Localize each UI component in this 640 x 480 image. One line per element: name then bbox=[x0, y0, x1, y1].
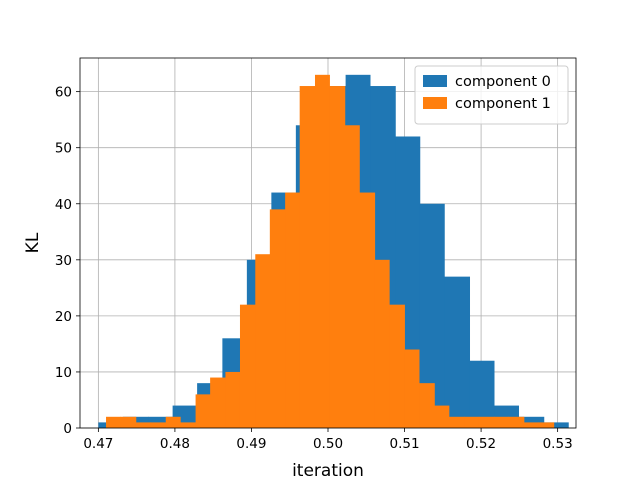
legend-swatch bbox=[423, 97, 447, 109]
histogram-bar bbox=[269, 209, 286, 428]
histogram-bar bbox=[444, 276, 471, 428]
x-tick-label: 0.48 bbox=[160, 436, 190, 452]
histogram-bar bbox=[434, 405, 450, 428]
histogram-bar bbox=[543, 422, 569, 428]
x-tick-label: 0.49 bbox=[236, 436, 266, 452]
histogram-bars bbox=[98, 74, 569, 429]
histogram-bar bbox=[344, 125, 360, 428]
histogram-bar bbox=[135, 422, 151, 428]
legend-box bbox=[414, 65, 569, 125]
histogram-bar bbox=[165, 416, 181, 428]
histogram-bar bbox=[225, 371, 241, 428]
x-tick-label: 0.47 bbox=[83, 436, 113, 452]
y-tick-label: 10 bbox=[55, 365, 72, 381]
y-tick-label: 20 bbox=[55, 309, 72, 325]
histogram-bar bbox=[538, 422, 555, 428]
histogram-bar bbox=[314, 74, 330, 429]
histogram-bar bbox=[106, 416, 121, 428]
histogram-bar bbox=[518, 416, 545, 428]
axis-ticks: 0.47 0.48 0.49 0.50 0.51 0.52 0.53 0 10 20 30 40 50 6… bbox=[55, 85, 573, 452]
histogram-bar bbox=[359, 192, 376, 428]
histogram-bar bbox=[299, 86, 316, 428]
x-axis-label: iteration bbox=[292, 461, 364, 480]
histogram-bar bbox=[494, 416, 510, 428]
y-axis-label: KL bbox=[23, 232, 43, 253]
histogram-bar bbox=[389, 304, 405, 428]
histogram-bar bbox=[329, 86, 346, 428]
legend-swatch bbox=[423, 75, 447, 87]
histogram-bar bbox=[148, 416, 174, 428]
histogram-bar bbox=[285, 192, 301, 428]
legend-label: component 1 bbox=[455, 96, 551, 112]
histogram-bar bbox=[448, 416, 465, 428]
series-1-bars bbox=[106, 74, 555, 429]
histogram-bar bbox=[374, 259, 390, 428]
histogram-bar bbox=[255, 254, 271, 428]
x-tick-label: 0.53 bbox=[543, 436, 573, 452]
histogram-bar bbox=[523, 422, 539, 428]
histogram-bar bbox=[210, 377, 226, 428]
histogram-bar bbox=[464, 416, 480, 428]
histogram-bar bbox=[404, 349, 420, 428]
histogram-bar bbox=[195, 394, 211, 428]
histogram-bar bbox=[419, 383, 435, 428]
histogram-bar bbox=[508, 416, 525, 428]
x-tick-label: 0.50 bbox=[313, 436, 343, 452]
histogram-bar bbox=[150, 422, 167, 428]
histogram-bar bbox=[120, 416, 137, 428]
legend-label: component 0 bbox=[455, 74, 551, 90]
y-tick-label: 60 bbox=[55, 85, 72, 101]
legend: component 0 component 1 bbox=[414, 65, 569, 125]
y-tick-label: 40 bbox=[55, 197, 72, 213]
histogram-bar bbox=[180, 422, 196, 428]
y-tick-label: 30 bbox=[55, 253, 72, 269]
histogram-bar bbox=[478, 416, 495, 428]
histogram-bar bbox=[239, 304, 256, 428]
x-tick-label: 0.52 bbox=[466, 436, 496, 452]
y-tick-label: 0 bbox=[63, 421, 72, 437]
x-tick-label: 0.51 bbox=[390, 436, 420, 452]
y-tick-label: 50 bbox=[55, 141, 72, 157]
